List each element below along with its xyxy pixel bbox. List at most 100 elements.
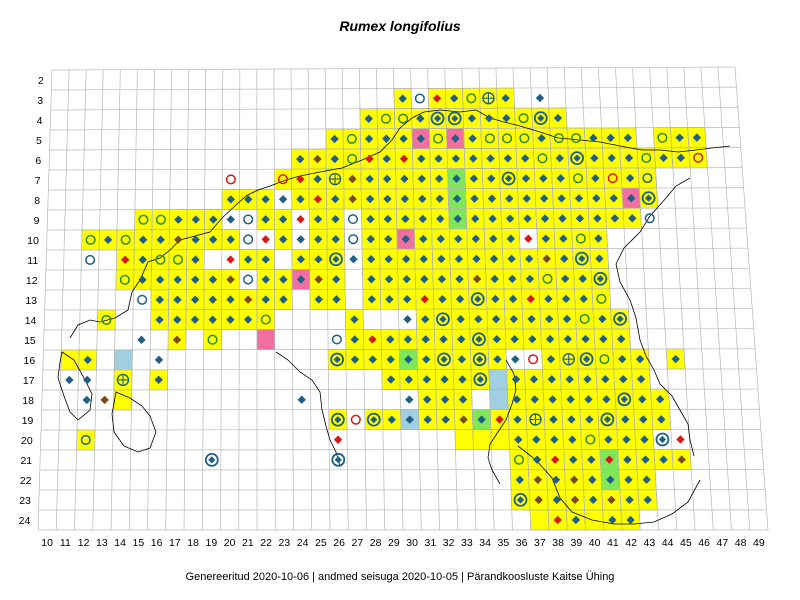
grid-line-horizontal (50, 127, 740, 131)
diamond-shape (433, 114, 442, 123)
marker-blue-diamond-icon (226, 215, 235, 224)
diamond-shape (296, 275, 306, 284)
diamond-shape (489, 254, 499, 264)
y-axis-label: 24 (19, 515, 31, 527)
diamond-shape (550, 435, 559, 444)
marker-blue-diamond-icon (493, 355, 502, 364)
marker-blue-diamond-icon (568, 435, 577, 444)
marker-blue-diamond-icon (641, 455, 650, 464)
diamond-shape (626, 515, 635, 525)
diamond-shape (296, 215, 305, 224)
map-cell-yellow (636, 147, 656, 169)
diamond-shape (553, 113, 563, 123)
marker-blue-diamond-icon (581, 334, 590, 344)
diamond-shape (387, 415, 396, 424)
marker-blue-diamond-icon (623, 133, 633, 143)
diamond-shape (588, 475, 597, 484)
ring-shape (466, 93, 477, 104)
diamond-shape (382, 134, 391, 143)
diamond-shape (439, 335, 448, 344)
marker-blue-diamond-icon (350, 355, 360, 364)
diamond-shape (400, 174, 409, 184)
diamond-shape (137, 335, 146, 345)
marker-blue-diamond-icon (383, 194, 392, 204)
marker-blue-diamond-icon (589, 495, 598, 505)
diamond-shape (486, 154, 495, 163)
marker-brown-diamond-icon (313, 154, 322, 164)
diamond-shape (399, 154, 409, 163)
marker-red-ring-icon (277, 174, 289, 185)
map-cell-yellow (134, 209, 153, 231)
marker-red-diamond-icon (333, 435, 343, 444)
ring-shape (642, 172, 653, 184)
marker-blue-diamond-icon (562, 314, 572, 324)
diamond-shape (474, 295, 482, 303)
marker-blue-diamond-icon (190, 295, 200, 304)
marker-blue-diamond-icon (154, 375, 163, 385)
diamond-shape (515, 475, 524, 484)
diamond-shape (350, 355, 360, 364)
diamond-shape (566, 395, 575, 404)
grid-line-horizontal (48, 187, 744, 191)
grid-line-vertical (666, 67, 696, 531)
ring-shape (655, 432, 670, 447)
marker-blue-diamond-icon (487, 194, 497, 203)
diamond-shape (436, 214, 445, 224)
marker-blue-diamond-icon (385, 335, 395, 344)
diamond-shape (539, 194, 549, 203)
marker-green-ring-icon (119, 274, 130, 285)
marker-blue-diamond-icon (455, 294, 465, 304)
ring-shape (366, 412, 381, 427)
diamond-shape (334, 456, 342, 464)
diamond-shape (333, 435, 343, 444)
marker-green-ring-icon (519, 133, 530, 144)
marker-red-diamond-icon (313, 194, 323, 204)
diamond-shape (578, 274, 587, 283)
x-axis-label: 42 (625, 537, 637, 549)
map-cell-yellow (652, 127, 672, 149)
grid-line-vertical (546, 67, 568, 531)
diamond-shape (621, 415, 630, 424)
diamond-shape (348, 174, 357, 184)
diamond-shape (385, 335, 395, 344)
marker-blue-diamond-icon (469, 174, 479, 183)
marker-brown-diamond-icon (314, 275, 323, 284)
diamond-shape (365, 194, 375, 204)
marker-blue-diamond-icon (330, 134, 339, 144)
marker-blue-diamond-icon (401, 214, 410, 224)
diamond-shape (595, 254, 604, 263)
marker-blue-diamond-icon (438, 294, 447, 304)
marker-brown-diamond-icon (459, 415, 468, 424)
diamond-shape (544, 294, 553, 304)
grid-line-horizontal (51, 66, 736, 71)
map-cell-blue (489, 389, 509, 410)
marker-blue-diamond-icon (422, 355, 431, 364)
marker-blue-ring-icon (414, 93, 425, 104)
marker-blue-diamond-icon (457, 355, 467, 364)
grid-line-vertical (128, 69, 138, 531)
grid-line-horizontal (45, 288, 751, 291)
diamond-shape (314, 275, 323, 284)
ring-shape (348, 234, 359, 245)
diamond-shape (593, 214, 602, 223)
marker-blue-diamond-icon (382, 154, 391, 164)
marker-blue-diamond-icon (545, 334, 555, 344)
ring-shape (470, 292, 485, 306)
marker-green-ring-icon (398, 113, 409, 124)
marker-blue-diamond-icon (314, 235, 323, 244)
marker-blue-diamond-icon (560, 254, 569, 263)
marker-blue-diamond-icon (261, 255, 270, 264)
y-axis-label: 8 (34, 195, 40, 207)
marker-red-diamond-icon (605, 455, 614, 464)
marker-green-ring-icon (571, 133, 582, 144)
x-axis-label: 48 (735, 537, 747, 549)
x-axis-label: 36 (516, 537, 528, 549)
marker-blue-diamond-icon (454, 254, 464, 264)
marker-blue-diamond-icon (502, 114, 511, 123)
marker-blue-diamond-icon (421, 335, 430, 344)
diamond-shape (348, 194, 357, 204)
marker-blue-diamond-icon (405, 395, 414, 404)
marker-blue-diamond-icon (489, 234, 498, 243)
diamond-shape (617, 354, 627, 364)
ring-shape (207, 334, 218, 345)
